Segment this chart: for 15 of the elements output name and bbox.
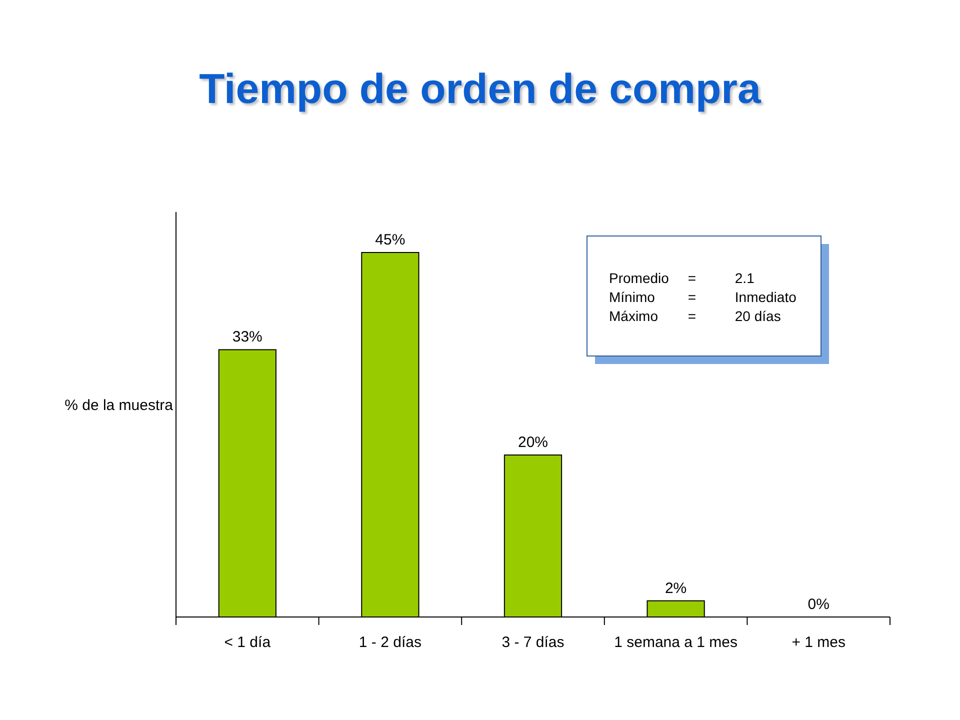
- data-label: 20%: [518, 434, 548, 451]
- data-label: 2%: [664, 580, 687, 597]
- x-tick-label: 1 - 2 días: [358, 634, 422, 651]
- text: Promedio = 2.1: [609, 270, 754, 286]
- y-axis-title: % de la muestra: [64, 397, 174, 414]
- chart-title: Tiempo de orden de compra: [199, 65, 762, 112]
- data-label: 45%: [375, 232, 406, 248]
- x-tick-label: < 1 día: [224, 634, 272, 651]
- x-tick-label: 1 semana a 1 mes: [614, 634, 738, 651]
- data-label: 0%: [808, 596, 830, 613]
- x-tick-label: + 1 mes: [792, 634, 846, 651]
- x-tick-label: 3 - 7 días: [502, 634, 564, 651]
- data-label: 33%: [232, 328, 262, 346]
- text: Mínimo = Inmediato: [609, 289, 796, 305]
- text: Máximo = 20 días: [609, 308, 781, 324]
